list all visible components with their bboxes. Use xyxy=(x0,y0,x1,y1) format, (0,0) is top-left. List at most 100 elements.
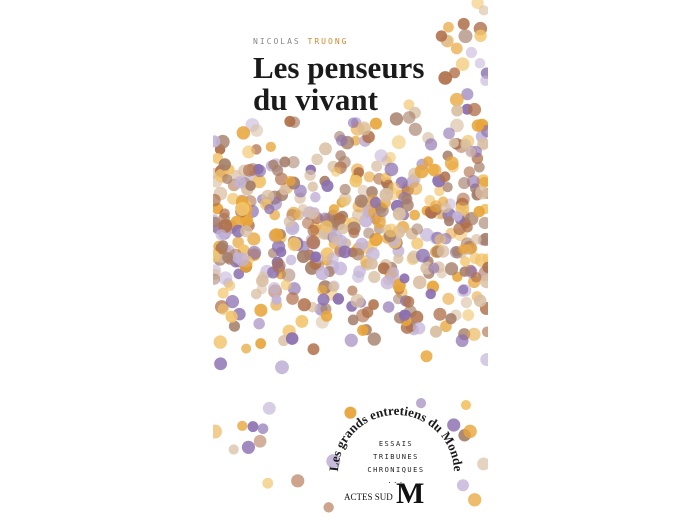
dot xyxy=(459,266,470,277)
dot xyxy=(217,287,229,299)
dot xyxy=(459,256,471,267)
dot xyxy=(352,270,365,283)
dot xyxy=(337,223,349,235)
dot xyxy=(296,250,310,264)
dot xyxy=(466,243,478,254)
dot xyxy=(463,424,477,439)
dot xyxy=(268,281,281,295)
dot xyxy=(285,254,297,266)
dot xyxy=(317,284,328,295)
dot xyxy=(365,247,380,261)
dot xyxy=(344,333,358,347)
dot xyxy=(449,92,464,107)
dot xyxy=(257,271,269,282)
dot xyxy=(478,216,488,230)
dot xyxy=(319,212,331,223)
dot xyxy=(398,309,411,321)
dot xyxy=(462,309,475,321)
dot xyxy=(384,162,399,177)
dot xyxy=(392,207,406,221)
dot xyxy=(242,145,256,159)
dot xyxy=(218,158,231,171)
dot xyxy=(474,58,486,69)
dot xyxy=(443,21,454,33)
dot xyxy=(433,307,447,321)
dot xyxy=(222,173,233,185)
dot xyxy=(442,182,453,193)
dot xyxy=(456,479,469,492)
dot-pattern xyxy=(213,0,488,513)
dot xyxy=(428,163,442,177)
dot xyxy=(455,334,469,348)
dot xyxy=(315,266,330,281)
dot xyxy=(326,252,339,265)
dot xyxy=(462,222,473,233)
dot xyxy=(310,251,322,263)
dot xyxy=(347,117,359,129)
dot xyxy=(233,176,247,189)
dot xyxy=(213,424,222,439)
dot xyxy=(265,141,276,152)
dot xyxy=(280,279,292,291)
dot xyxy=(306,235,321,250)
dot xyxy=(247,245,262,260)
dot xyxy=(444,156,459,171)
dot xyxy=(213,249,221,263)
dot xyxy=(330,166,341,177)
dot xyxy=(391,135,406,150)
dot xyxy=(279,156,291,168)
genre: ... xyxy=(387,477,404,485)
dot xyxy=(287,237,302,252)
dot xyxy=(465,46,478,59)
dot xyxy=(444,262,459,276)
dot xyxy=(403,99,415,111)
dot xyxy=(339,183,351,196)
dot xyxy=(335,134,348,147)
dot xyxy=(349,174,363,188)
dot xyxy=(449,67,461,79)
dot xyxy=(447,418,461,432)
dot xyxy=(416,248,430,263)
dot xyxy=(332,293,345,305)
dot xyxy=(434,185,445,197)
dot xyxy=(450,118,464,133)
dot xyxy=(215,229,227,241)
dot xyxy=(357,184,369,196)
dot xyxy=(435,30,448,42)
dot xyxy=(479,274,488,289)
dot xyxy=(455,57,470,71)
dot xyxy=(253,318,265,330)
dot xyxy=(242,216,254,227)
dot xyxy=(235,252,250,267)
dot xyxy=(326,454,341,469)
dot xyxy=(466,175,480,189)
dot xyxy=(213,216,221,228)
dot xyxy=(255,338,267,349)
dot xyxy=(219,208,230,219)
dot xyxy=(286,292,299,305)
dot xyxy=(399,273,410,284)
dot xyxy=(236,126,251,140)
dot xyxy=(452,211,463,222)
dot xyxy=(374,149,388,163)
dot xyxy=(480,75,488,86)
dot xyxy=(213,335,227,349)
genre: ESSAIS xyxy=(379,440,413,448)
dot xyxy=(338,245,352,259)
dot xyxy=(479,176,488,187)
dot xyxy=(243,163,256,177)
dot xyxy=(328,281,339,292)
dot xyxy=(423,156,434,167)
dot xyxy=(471,119,485,132)
cover-background xyxy=(213,0,488,520)
title-line: Les penseurs xyxy=(253,50,424,85)
dot xyxy=(347,314,359,326)
dot xyxy=(320,220,333,233)
dot xyxy=(287,156,300,169)
dot xyxy=(414,164,429,179)
dot xyxy=(275,360,289,375)
dot xyxy=(366,258,378,270)
dot xyxy=(478,5,488,16)
dot xyxy=(384,223,399,238)
dot xyxy=(281,268,296,283)
